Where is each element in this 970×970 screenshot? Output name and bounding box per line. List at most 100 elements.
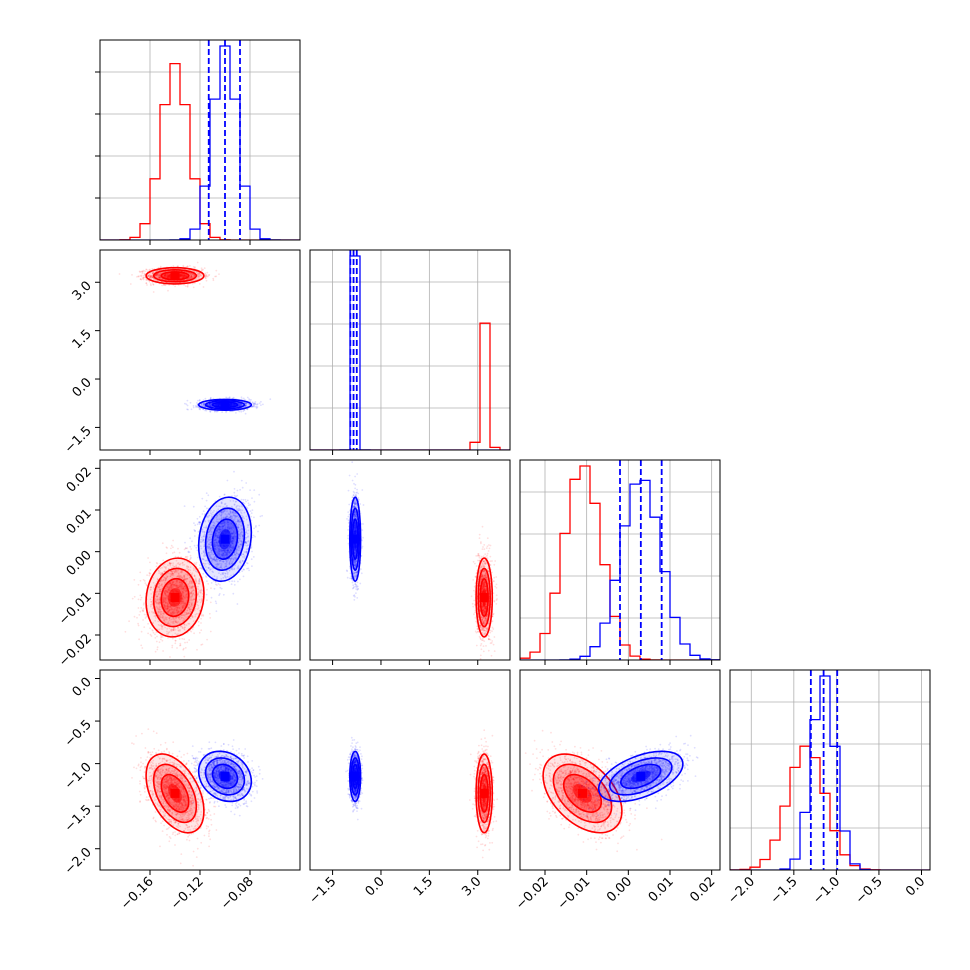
sample-point bbox=[166, 276, 169, 279]
sample-point bbox=[204, 505, 207, 508]
sample-point bbox=[239, 403, 242, 405]
sample-point bbox=[233, 488, 236, 490]
sample-point bbox=[143, 272, 146, 275]
sample-point bbox=[165, 552, 168, 555]
sample-point bbox=[156, 648, 159, 651]
sample-point bbox=[195, 404, 197, 407]
sample-point bbox=[165, 574, 168, 576]
sample-point bbox=[191, 273, 194, 275]
sample-point bbox=[232, 396, 235, 399]
sample-point bbox=[215, 404, 218, 406]
sample-point bbox=[209, 601, 212, 604]
sample-point bbox=[182, 276, 184, 279]
sample-point bbox=[181, 607, 184, 610]
sample-point bbox=[205, 279, 208, 282]
sample-point bbox=[184, 274, 187, 277]
sample-point bbox=[170, 544, 173, 547]
sample-point bbox=[167, 273, 170, 276]
sample-point bbox=[181, 276, 184, 278]
sample-point bbox=[188, 273, 191, 275]
sample-point bbox=[237, 404, 240, 407]
sample-point bbox=[164, 284, 167, 287]
sample-point bbox=[174, 570, 177, 572]
sample-point bbox=[179, 563, 181, 566]
sample-point bbox=[147, 275, 150, 277]
sample-point bbox=[188, 272, 190, 274]
sample-point bbox=[182, 614, 185, 617]
sample-point bbox=[151, 276, 154, 279]
sample-point bbox=[193, 274, 196, 277]
sample-point bbox=[188, 277, 191, 279]
sample-point bbox=[157, 274, 160, 276]
sample-point bbox=[154, 650, 157, 653]
sample-point bbox=[158, 272, 161, 275]
sample-point bbox=[202, 404, 205, 407]
sample-point bbox=[182, 274, 185, 277]
sample-point bbox=[196, 523, 199, 526]
sample-point bbox=[230, 404, 233, 406]
sample-point bbox=[192, 286, 195, 289]
sample-point bbox=[254, 402, 256, 405]
sample-point bbox=[205, 275, 208, 278]
sample-point bbox=[164, 273, 167, 276]
sample-point bbox=[199, 589, 201, 592]
sample-point bbox=[202, 408, 205, 411]
sample-point bbox=[139, 571, 142, 574]
sample-point bbox=[181, 274, 184, 277]
sample-point bbox=[217, 404, 220, 407]
sample-point bbox=[190, 604, 193, 607]
sample-point bbox=[163, 274, 166, 277]
sample-point bbox=[181, 273, 184, 276]
sample-point bbox=[186, 278, 189, 281]
sample-point bbox=[170, 628, 173, 631]
sample-point bbox=[252, 534, 255, 537]
sample-point bbox=[195, 271, 198, 274]
sample-point bbox=[147, 632, 150, 635]
sample-point bbox=[232, 403, 234, 406]
sample-point bbox=[158, 275, 161, 278]
sample-point bbox=[251, 405, 254, 408]
sample-point bbox=[170, 582, 173, 585]
sample-point bbox=[206, 275, 209, 278]
sample-point bbox=[141, 272, 144, 275]
sample-point bbox=[213, 587, 216, 590]
sample-point bbox=[215, 275, 218, 278]
sample-point bbox=[186, 577, 189, 580]
sample-point bbox=[253, 404, 256, 407]
sample-point bbox=[155, 605, 158, 608]
sample-point bbox=[156, 562, 159, 565]
sample-point bbox=[158, 276, 161, 279]
sample-point bbox=[137, 583, 140, 586]
sample-point bbox=[183, 623, 185, 626]
sample-point bbox=[179, 642, 182, 645]
red-peak bbox=[170, 271, 180, 281]
sample-point bbox=[247, 504, 250, 507]
sample-point bbox=[195, 570, 197, 572]
sample-point bbox=[192, 592, 194, 595]
sample-point bbox=[185, 275, 187, 278]
sample-point bbox=[191, 276, 194, 278]
sample-point bbox=[214, 403, 217, 406]
sample-point bbox=[147, 275, 150, 277]
sample-point bbox=[184, 274, 186, 276]
sample-point bbox=[186, 271, 189, 274]
panel-1-0 bbox=[99, 249, 301, 451]
sample-point bbox=[245, 402, 248, 405]
sample-point bbox=[147, 557, 150, 559]
sample-point bbox=[169, 582, 171, 585]
sample-point bbox=[163, 274, 166, 277]
sample-point bbox=[190, 276, 193, 279]
sample-point bbox=[238, 405, 241, 407]
sample-point bbox=[160, 635, 163, 638]
sample-point bbox=[184, 647, 187, 649]
sample-point bbox=[128, 620, 131, 623]
sample-point bbox=[186, 399, 189, 402]
sample-point bbox=[176, 607, 178, 610]
sample-point bbox=[183, 505, 186, 507]
sample-point bbox=[183, 655, 186, 658]
sample-point bbox=[184, 275, 187, 278]
sample-point bbox=[159, 274, 161, 276]
sample-point bbox=[167, 276, 170, 279]
sample-point bbox=[193, 585, 196, 587]
sample-point bbox=[181, 273, 184, 276]
